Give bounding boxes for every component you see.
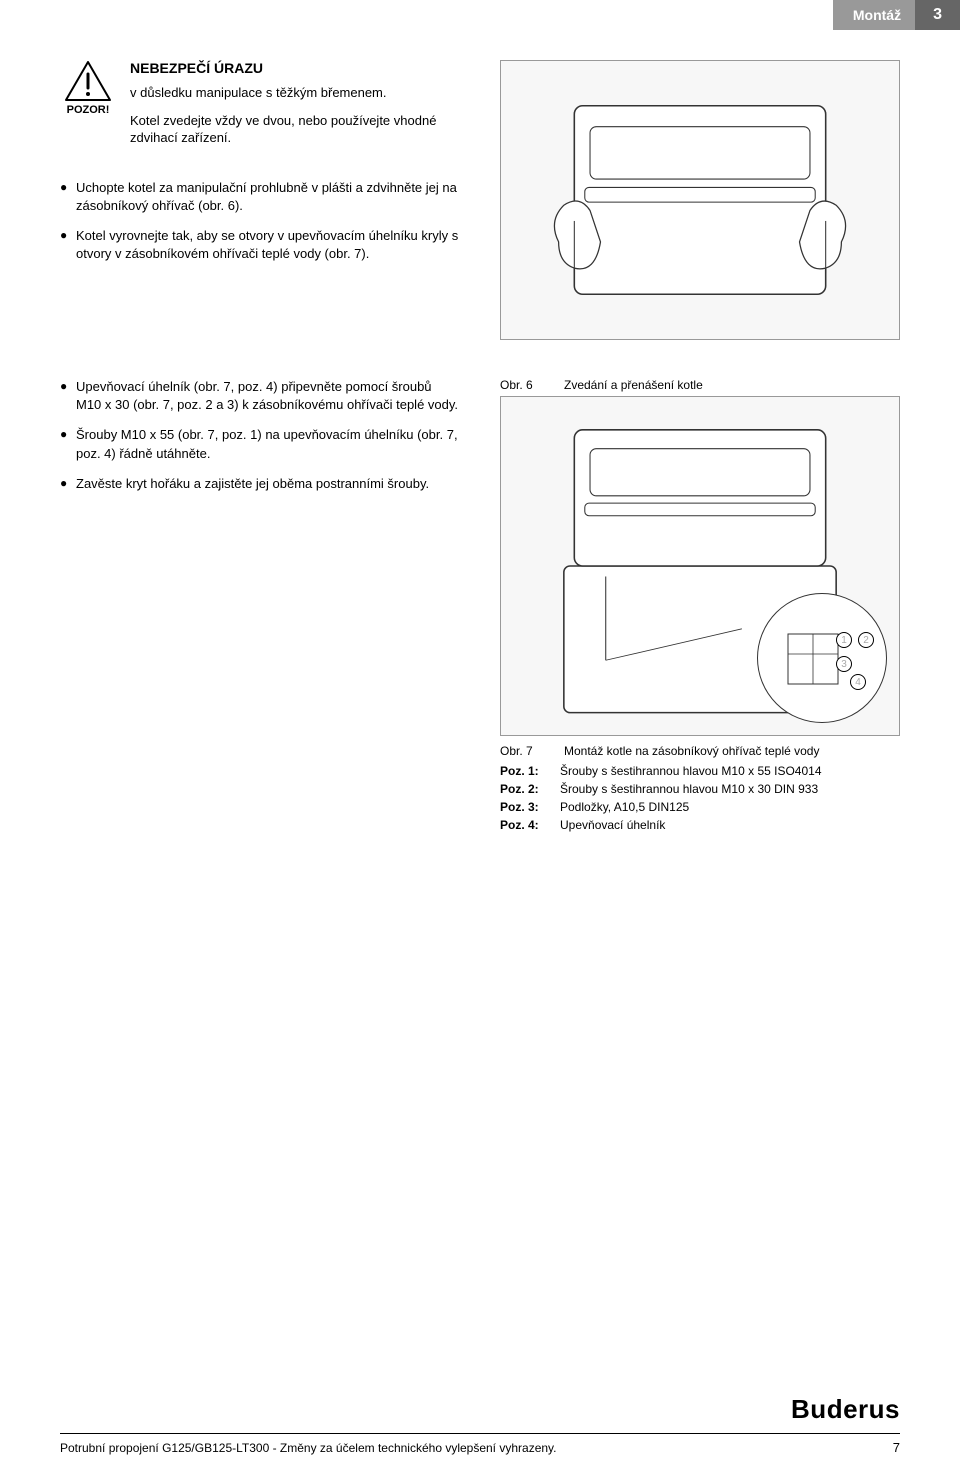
legend-row: Poz. 2: Šrouby s šestihrannou hlavou M10… xyxy=(500,782,900,796)
legend-key: Poz. 2: xyxy=(500,782,550,796)
figure-6-image xyxy=(500,60,900,340)
legend-row: Poz. 1: Šrouby s šestihrannou hlavou M10… xyxy=(500,764,900,778)
list-item: Zavěste kryt hořáku a zajistěte jej oběm… xyxy=(60,475,460,493)
callout-3: 3 xyxy=(836,656,852,672)
section-header: Montáž 3 xyxy=(0,0,960,30)
legend-row: Poz. 3: Podložky, A10,5 DIN125 xyxy=(500,800,900,814)
warning-title: NEBEZPEČÍ ÚRAZU xyxy=(130,60,460,76)
figure-7-text: Montáž kotle na zásobníkový ohřívač tepl… xyxy=(564,744,819,758)
legend-value: Šrouby s šestihrannou hlavou M10 x 30 DI… xyxy=(560,782,818,796)
legend-key: Poz. 1: xyxy=(500,764,550,778)
figure-7-legend: Poz. 1: Šrouby s šestihrannou hlavou M10… xyxy=(500,764,900,832)
legend-key: Poz. 3: xyxy=(500,800,550,814)
legend-value: Šrouby s šestihrannou hlavou M10 x 55 IS… xyxy=(560,764,822,778)
legend-key: Poz. 4: xyxy=(500,818,550,832)
warning-p1: v důsledku manipulace s těžkým břemenem. xyxy=(130,84,460,102)
callout-2: 2 xyxy=(858,632,874,648)
legend-value: Podložky, A10,5 DIN125 xyxy=(560,800,689,814)
figure-6-no: Obr. 6 xyxy=(500,378,548,392)
instruction-list-1: Uchopte kotel za manipulační prohlubně v… xyxy=(60,179,460,264)
figure-7-no: Obr. 7 xyxy=(500,744,548,758)
warning-p2: Kotel zvedejte vždy ve dvou, nebo použív… xyxy=(130,112,460,147)
list-item: Uchopte kotel za manipulační prohlubně v… xyxy=(60,179,460,215)
warning-block: POZOR! NEBEZPEČÍ ÚRAZU v důsledku manipu… xyxy=(60,60,460,157)
warning-icon xyxy=(64,60,112,102)
figure-7-image: 1 2 3 4 xyxy=(500,396,900,736)
legend-row: Poz. 4: Upevňovací úhelník xyxy=(500,818,900,832)
section-number: 3 xyxy=(915,0,960,30)
list-item: Upevňovací úhelník (obr. 7, poz. 4) přip… xyxy=(60,378,460,414)
warning-label: POZOR! xyxy=(67,104,110,116)
callout-4: 4 xyxy=(850,674,866,690)
legend-value: Upevňovací úhelník xyxy=(560,818,665,832)
section-title: Montáž xyxy=(833,0,915,30)
footer-text: Potrubní propojení G125/GB125-LT300 - Zm… xyxy=(60,1441,557,1455)
figure-6-text: Zvedání a přenášení kotle xyxy=(564,378,703,392)
brand-logo: Buderus xyxy=(60,1394,900,1425)
page-number: 7 xyxy=(893,1440,900,1455)
list-item: Kotel vyrovnejte tak, aby se otvory v up… xyxy=(60,227,460,263)
figure-6-caption: Obr. 6 Zvedání a přenášení kotle xyxy=(500,378,900,392)
page-footer: Buderus Potrubní propojení G125/GB125-LT… xyxy=(60,1394,900,1455)
instruction-list-2: Upevňovací úhelník (obr. 7, poz. 4) přip… xyxy=(60,378,460,493)
figure-7-caption: Obr. 7 Montáž kotle na zásobníkový ohřív… xyxy=(500,744,900,758)
callout-1: 1 xyxy=(836,632,852,648)
list-item: Šrouby M10 x 55 (obr. 7, poz. 1) na upev… xyxy=(60,426,460,462)
figure-7-detail-bubble: 1 2 3 4 xyxy=(757,593,887,723)
